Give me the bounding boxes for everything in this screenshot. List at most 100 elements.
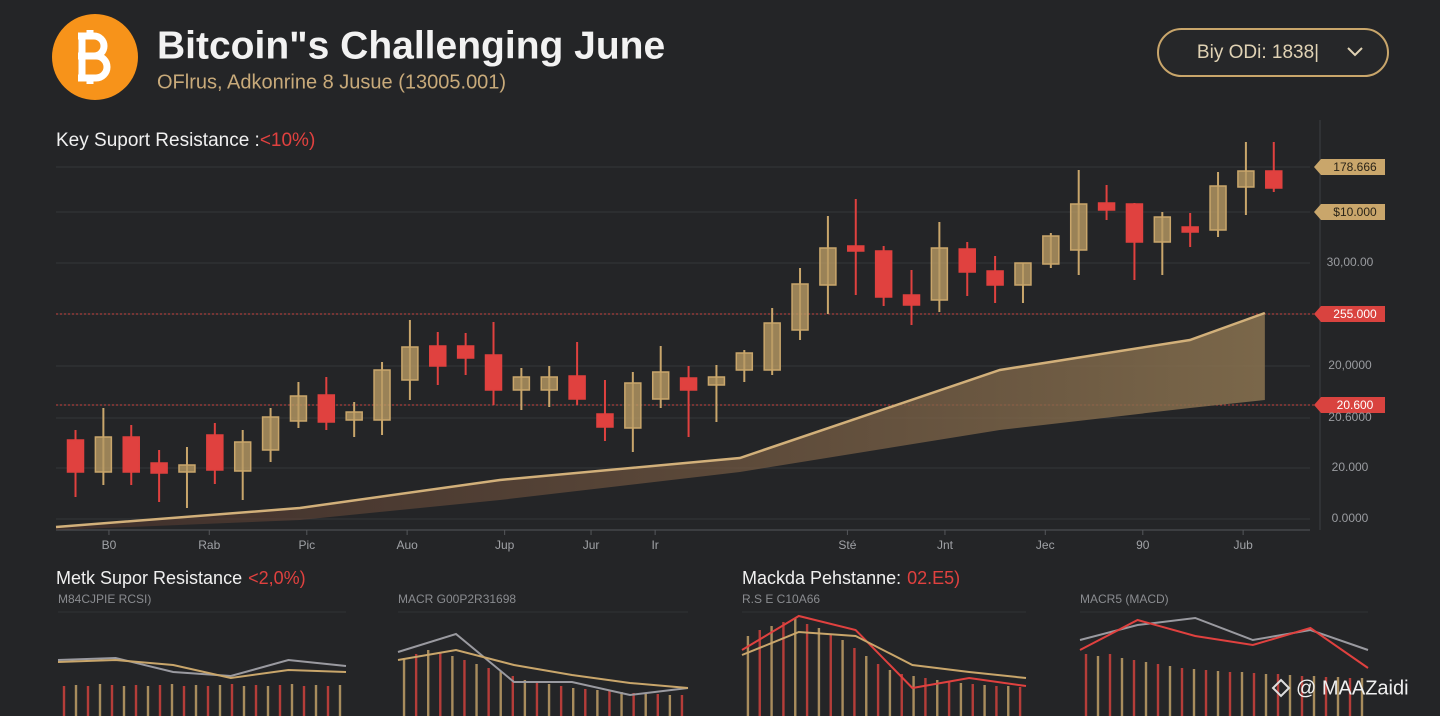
candle-body bbox=[679, 377, 698, 391]
histogram-bar bbox=[1216, 671, 1220, 716]
histogram-bar bbox=[794, 618, 797, 716]
indicator-line bbox=[57, 658, 347, 680]
mini-panel: MACR G00P2R31698 bbox=[397, 592, 689, 716]
histogram-bar bbox=[230, 684, 234, 716]
candle-body bbox=[819, 247, 837, 286]
candle-body bbox=[1153, 216, 1172, 243]
candle-body bbox=[429, 345, 447, 367]
candle-body bbox=[1237, 170, 1255, 188]
histogram-bar bbox=[758, 630, 761, 716]
indicator-line bbox=[741, 630, 1027, 679]
candlestick-chart: 178.666 $10.000 30,00.00 255.000 20,0000 20.6… bbox=[55, 120, 1385, 552]
histogram-bar bbox=[475, 664, 478, 716]
candle-body bbox=[373, 369, 391, 421]
histogram-bar bbox=[1312, 676, 1316, 716]
histogram-bar bbox=[924, 678, 927, 716]
candle-body bbox=[1181, 226, 1199, 233]
histogram-bar bbox=[158, 685, 162, 716]
candle-body bbox=[902, 294, 921, 306]
y-tick-label: 0.0000 bbox=[1332, 511, 1369, 525]
histogram-bar bbox=[1348, 678, 1352, 716]
x-tick-label: Pic bbox=[298, 538, 315, 552]
candle-body bbox=[596, 413, 614, 428]
histogram-bar bbox=[1120, 658, 1124, 716]
histogram-bar bbox=[829, 634, 832, 716]
chart-title: Key Suport Resistance :<10%) bbox=[56, 130, 315, 151]
histogram-bar bbox=[1204, 670, 1208, 716]
histogram-bar bbox=[338, 685, 342, 716]
histogram-bar bbox=[122, 686, 126, 716]
histogram-bar bbox=[876, 664, 880, 716]
candle-body bbox=[261, 416, 280, 451]
y-tick-label: 20.600 bbox=[1337, 398, 1374, 412]
histogram-bar bbox=[290, 684, 294, 716]
watermark-text: @ MAAZaidi bbox=[1296, 677, 1409, 699]
x-tick-label: Jup bbox=[495, 538, 515, 552]
y-tick-label: 30,00.00 bbox=[1327, 255, 1374, 269]
histogram-bar bbox=[511, 676, 514, 716]
price-tag bbox=[1314, 397, 1385, 413]
histogram-bar bbox=[547, 684, 551, 716]
candle-body bbox=[763, 322, 781, 371]
subtitle: OFlrus, Adkonrine 8 Jusue (13005.001) bbox=[157, 71, 506, 93]
chart-title-text: Key Suport Resistance : bbox=[56, 130, 260, 151]
histogram-bar bbox=[782, 622, 785, 716]
histogram-bar bbox=[170, 684, 174, 716]
candle-body bbox=[512, 376, 531, 391]
histogram-bar bbox=[947, 682, 951, 716]
candle-body bbox=[874, 250, 893, 298]
histogram-bar bbox=[535, 682, 539, 716]
histogram-bar bbox=[266, 686, 270, 716]
candle-body bbox=[1097, 202, 1116, 211]
histogram-bar bbox=[1132, 660, 1136, 716]
histogram-bar bbox=[644, 694, 647, 716]
candle-body bbox=[1069, 203, 1088, 251]
histogram-bar bbox=[817, 628, 821, 716]
histogram-bar bbox=[326, 686, 330, 716]
histogram-bar bbox=[572, 688, 575, 716]
candle-body bbox=[1042, 235, 1060, 265]
histogram-bar bbox=[218, 685, 222, 716]
section-title: Mackda Pehstanne: 02.E5) bbox=[742, 568, 960, 588]
histogram-bar bbox=[439, 652, 442, 716]
candle-body bbox=[317, 394, 336, 423]
histogram-bar bbox=[182, 686, 186, 716]
y-tick-label: 255.000 bbox=[1333, 307, 1377, 321]
x-tick-label: B0 bbox=[102, 538, 117, 552]
candle-body bbox=[66, 439, 85, 473]
histogram-bar bbox=[656, 694, 659, 716]
candle-body bbox=[289, 395, 308, 422]
histogram-bar bbox=[1264, 674, 1268, 716]
histogram-bar bbox=[110, 685, 114, 716]
histogram-bar bbox=[584, 689, 587, 716]
price-tag bbox=[1314, 204, 1385, 220]
x-tick-label: Jnt bbox=[937, 538, 954, 552]
candle-body bbox=[178, 464, 196, 473]
histogram-bar bbox=[278, 685, 282, 716]
histogram-bar bbox=[1336, 677, 1340, 716]
histogram-bar bbox=[853, 648, 856, 716]
histogram-bar bbox=[427, 650, 430, 716]
histogram-bar bbox=[746, 636, 750, 716]
y-tick-label: $10.000 bbox=[1333, 205, 1377, 219]
candle-body bbox=[847, 245, 865, 252]
price-tag bbox=[1314, 306, 1385, 322]
dropdown-button[interactable]: Biy ODi: 1838| bbox=[1157, 28, 1389, 77]
histogram-bar bbox=[487, 668, 490, 716]
button-label[interactable]: Biy ODi: 1838| bbox=[1197, 42, 1319, 63]
indicator-line bbox=[1079, 618, 1369, 669]
histogram-bar bbox=[1180, 668, 1184, 716]
indicator-line bbox=[57, 656, 347, 678]
histogram-bar bbox=[302, 686, 306, 716]
histogram-bar bbox=[912, 676, 915, 716]
histogram-bar bbox=[841, 640, 844, 716]
histogram-bar bbox=[86, 686, 90, 716]
watermark: @ MAAZaidi bbox=[1271, 677, 1409, 699]
panel-label: MACR G00P2R31698 bbox=[398, 592, 516, 606]
candle-body bbox=[707, 376, 726, 386]
indicator-line bbox=[397, 632, 689, 697]
candle-body bbox=[1014, 262, 1032, 286]
indicator-line bbox=[397, 648, 689, 689]
y-tick-label: 20.6000 bbox=[1328, 410, 1372, 424]
